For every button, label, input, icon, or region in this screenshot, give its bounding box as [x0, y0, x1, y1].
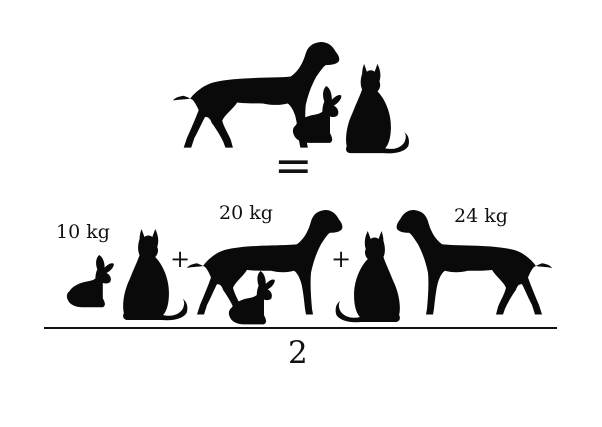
- middle-weight-label: 20 kg: [219, 202, 273, 224]
- divisor-number: 2: [288, 335, 308, 371]
- plus-sign-2: +: [331, 245, 352, 273]
- right-weight-label: 24 kg: [454, 205, 508, 227]
- plus-sign-1: +: [170, 245, 191, 273]
- equals-sign: =: [274, 138, 313, 192]
- left-weight-label: 10 kg: [56, 221, 110, 243]
- fraction-bar: [44, 327, 557, 329]
